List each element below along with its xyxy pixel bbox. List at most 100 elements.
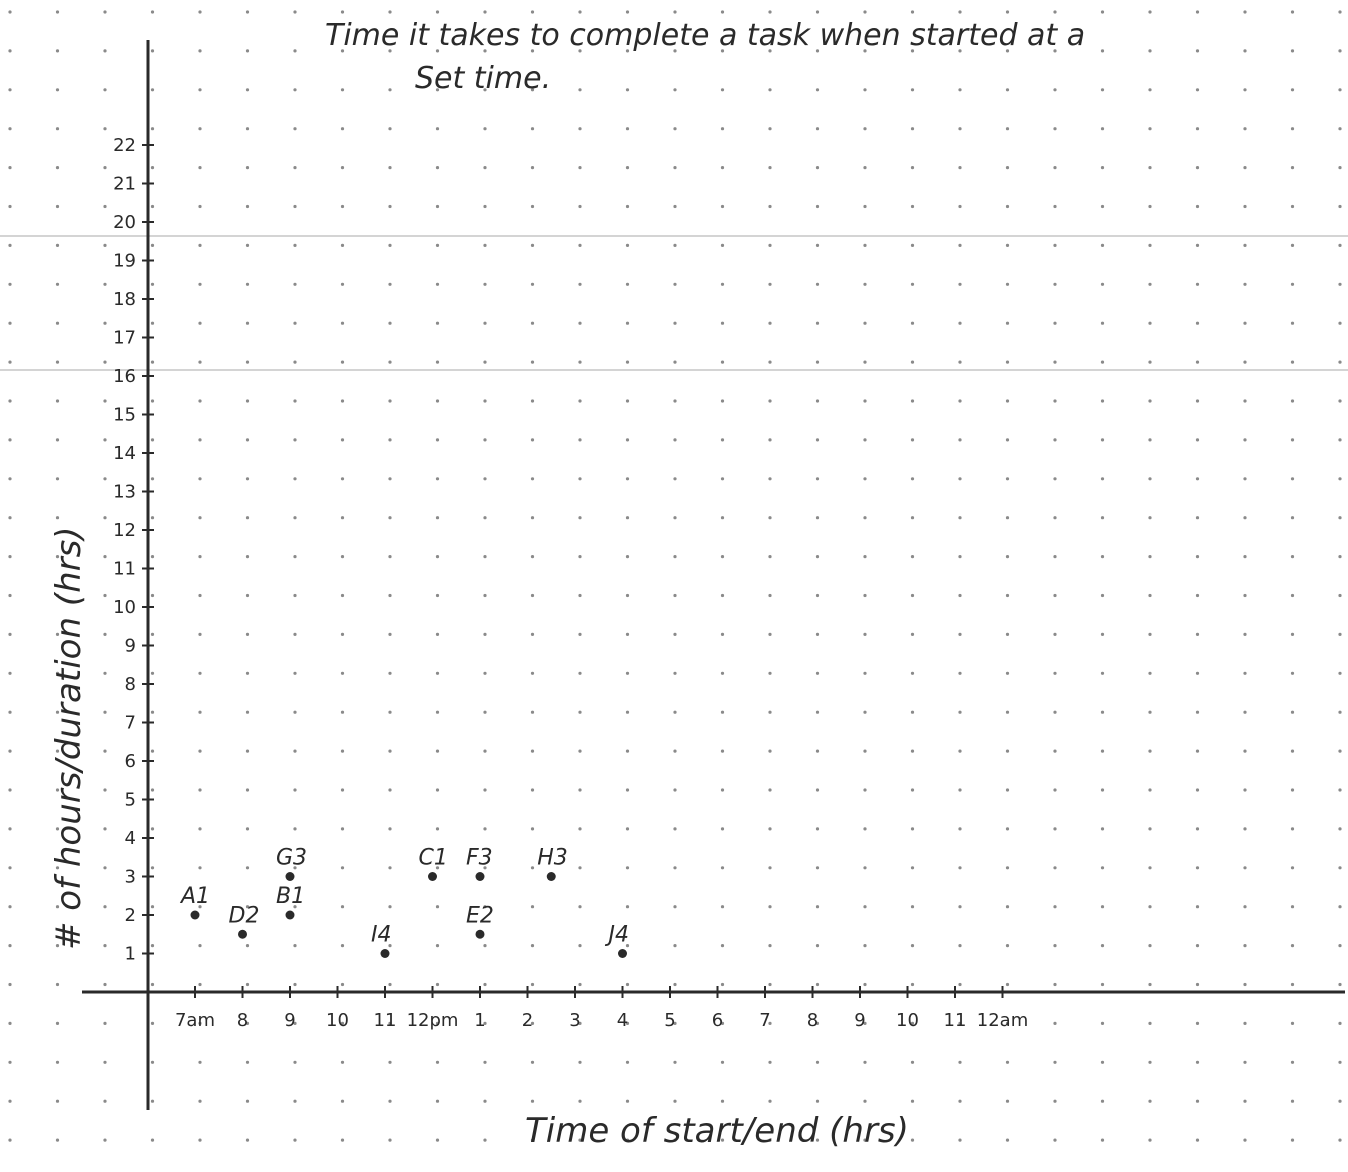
grid-dot xyxy=(435,866,440,870)
grid-dot xyxy=(720,10,725,14)
grid-dot xyxy=(340,321,345,325)
grid-dot xyxy=(1195,282,1200,286)
grid-dot xyxy=(435,749,440,753)
grid-dot xyxy=(815,127,820,131)
grid-dot xyxy=(530,671,535,675)
grid-dot xyxy=(815,710,820,714)
grid-dot xyxy=(8,438,12,442)
grid-dot xyxy=(55,49,60,53)
grid-dot xyxy=(1290,1060,1295,1064)
grid-dot xyxy=(578,438,582,442)
grid-dot xyxy=(150,1099,155,1103)
grid-dot xyxy=(1243,1099,1247,1103)
grid-dot xyxy=(1005,166,1010,170)
grid-dot xyxy=(720,49,725,53)
grid-dot xyxy=(1195,1099,1200,1103)
grid-dot xyxy=(578,593,582,598)
grid-dot xyxy=(435,593,440,598)
grid-dot xyxy=(530,49,535,53)
grid-dot xyxy=(1053,788,1057,792)
grid-dot xyxy=(8,1021,12,1025)
grid-dot xyxy=(1148,1060,1152,1064)
grid-dot xyxy=(1195,321,1200,325)
grid-dot xyxy=(530,593,535,598)
grid-dot xyxy=(245,127,250,131)
grid-dot xyxy=(958,10,962,14)
grid-dot xyxy=(198,1099,202,1103)
grid-dot xyxy=(1053,10,1057,14)
grid-dot xyxy=(388,827,392,831)
grid-dot xyxy=(1005,632,1010,637)
grid-dot xyxy=(293,321,297,325)
grid-dot xyxy=(55,516,60,520)
grid-dot xyxy=(1243,360,1247,364)
grid-dot xyxy=(150,905,155,909)
grid-dot xyxy=(150,555,155,559)
grid-dot xyxy=(1290,1099,1295,1103)
grid-dot xyxy=(103,710,107,714)
grid-dot xyxy=(198,1060,202,1064)
grid-dot xyxy=(483,438,487,442)
grid-dot xyxy=(1005,438,1010,442)
grid-dot xyxy=(1243,243,1247,247)
grid-dot xyxy=(388,88,392,92)
grid-dot xyxy=(435,632,440,637)
grid-dot xyxy=(530,788,535,792)
grid-dot xyxy=(720,360,725,364)
grid-dot xyxy=(1338,1060,1342,1064)
grid-dot xyxy=(150,1060,155,1064)
grid-dot xyxy=(435,555,440,559)
grid-dot xyxy=(673,710,677,714)
grid-dot xyxy=(673,749,677,753)
grid-dot xyxy=(388,944,392,948)
grid-dot xyxy=(245,282,250,286)
grid-dot xyxy=(1005,671,1010,675)
ruled-lines xyxy=(0,235,1348,371)
grid-dot xyxy=(958,982,962,987)
grid-dot xyxy=(910,10,915,14)
grid-dot xyxy=(55,982,60,987)
grid-dot xyxy=(863,671,867,675)
grid-dot xyxy=(673,827,677,831)
grid-dot xyxy=(388,516,392,520)
grid-dot xyxy=(150,516,155,520)
grid-dot xyxy=(198,243,202,247)
grid-dot xyxy=(578,827,582,831)
grid-dot xyxy=(1005,204,1010,209)
grid-dot xyxy=(150,399,155,403)
grid-dot xyxy=(1243,127,1247,131)
grid-dot xyxy=(673,866,677,870)
grid-dot xyxy=(103,1060,107,1064)
grid-dot xyxy=(435,204,440,209)
grid-dot xyxy=(435,282,440,286)
grid-dot xyxy=(1290,982,1295,987)
grid-dot xyxy=(1338,477,1342,481)
grid-dot xyxy=(340,477,345,481)
grid-dot xyxy=(910,127,915,131)
grid-dot xyxy=(150,866,155,870)
grid-dot xyxy=(1053,1060,1057,1064)
grid-dot xyxy=(863,1060,867,1064)
grid-dot xyxy=(1100,204,1105,209)
grid-dot xyxy=(530,321,535,325)
grid-dot xyxy=(1100,1021,1105,1025)
y-tick-label: 13 xyxy=(113,482,136,503)
grid-dot xyxy=(815,905,820,909)
grid-dot xyxy=(673,166,677,170)
grid-dot xyxy=(673,49,677,53)
grid-dot xyxy=(8,166,12,170)
grid-dot xyxy=(198,866,202,870)
grid-dot xyxy=(198,438,202,442)
grid-dot xyxy=(340,127,345,131)
grid-dot xyxy=(720,166,725,170)
grid-dot xyxy=(435,88,440,92)
grid-dot xyxy=(815,982,820,987)
grid-dot xyxy=(815,1138,820,1142)
grid-dot xyxy=(483,10,487,14)
grid-dot xyxy=(530,243,535,247)
grid-dot xyxy=(768,1099,772,1103)
grid-dot xyxy=(1148,49,1152,53)
grid-dot xyxy=(768,360,772,364)
grid-dot xyxy=(1053,1021,1057,1025)
grid-dot xyxy=(863,710,867,714)
